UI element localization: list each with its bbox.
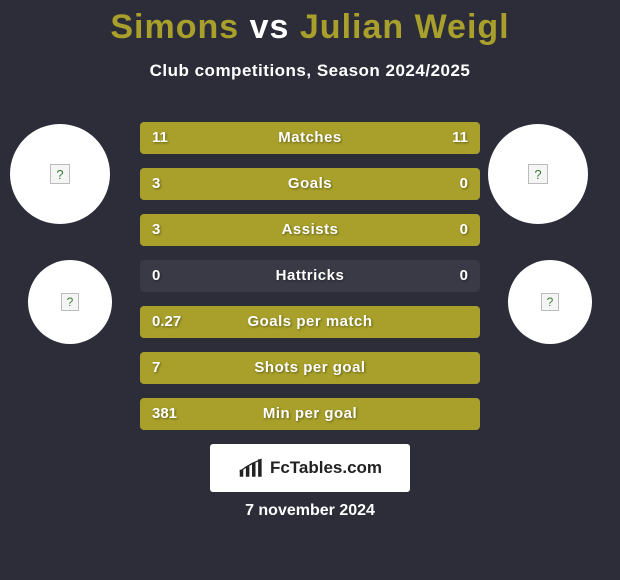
image-placeholder-icon: ?	[541, 293, 559, 311]
subtitle: Club competitions, Season 2024/2025	[0, 61, 620, 81]
chart-icon	[238, 457, 266, 479]
title-vs: vs	[250, 8, 290, 46]
stat-row: 30Goals	[140, 168, 480, 200]
player2-avatar: ?	[488, 124, 588, 224]
image-placeholder-icon: ?	[528, 164, 548, 184]
stat-label: Goals	[140, 168, 480, 200]
stat-row: 7Shots per goal	[140, 352, 480, 384]
logo-text: FcTables.com	[270, 458, 382, 478]
stats-container: 1111Matches 30Goals 30Assists 00Hattricks 0.…	[140, 122, 480, 444]
player1-club-badge: ?	[28, 260, 112, 344]
stat-row: 0.27Goals per match	[140, 306, 480, 338]
image-placeholder-icon: ?	[61, 293, 79, 311]
fctables-logo: FcTables.com	[210, 444, 410, 492]
stat-row: 381Min per goal	[140, 398, 480, 430]
date-label: 7 november 2024	[0, 502, 620, 520]
stat-label: Min per goal	[140, 398, 480, 430]
stat-row: 1111Matches	[140, 122, 480, 154]
page-title: Simons vs Julian Weigl	[0, 0, 620, 47]
stat-label: Goals per match	[140, 306, 480, 338]
stat-label: Shots per goal	[140, 352, 480, 384]
stat-label: Hattricks	[140, 260, 480, 292]
stat-row: 30Assists	[140, 214, 480, 246]
stat-label: Assists	[140, 214, 480, 246]
stat-label: Matches	[140, 122, 480, 154]
image-placeholder-icon: ?	[50, 164, 70, 184]
player2-club-badge: ?	[508, 260, 592, 344]
title-player1: Simons	[110, 8, 239, 46]
title-player2: Julian Weigl	[300, 8, 510, 46]
stat-row: 00Hattricks	[140, 260, 480, 292]
player1-avatar: ?	[10, 124, 110, 224]
